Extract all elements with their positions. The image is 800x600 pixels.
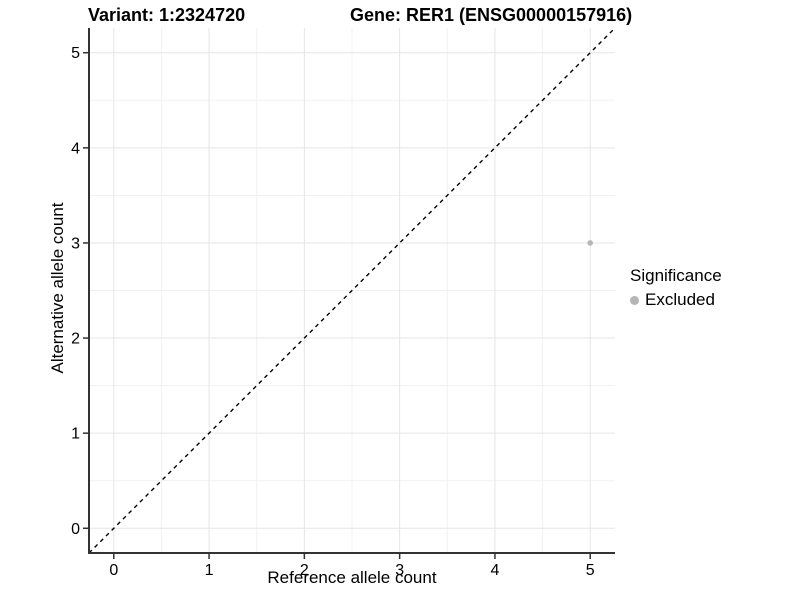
y-axis-tick-label: 2	[71, 331, 80, 348]
x-axis-tick-label: 0	[109, 562, 118, 579]
x-axis-tick-label: 3	[395, 562, 404, 579]
legend-title: Significance	[630, 266, 722, 285]
identity-dashed-line	[88, 27, 616, 554]
data-point	[587, 240, 594, 246]
y-axis-tick-label: 0	[71, 521, 80, 538]
y-axis-tick-label: 1	[71, 426, 80, 443]
y-axis-label: Alternative allele count	[48, 202, 67, 374]
x-axis-tick-label: 1	[205, 562, 214, 579]
y-axis-tick-label: 5	[71, 45, 80, 62]
legend-entry-label: Excluded	[645, 290, 715, 310]
legend-entry-excluded: Excluded	[630, 290, 722, 310]
x-axis-tick-label: 4	[490, 562, 499, 579]
plot-title-variant: Variant: 1:2324720	[88, 5, 246, 25]
x-axis-tick-label: 5	[586, 562, 595, 579]
y-axis-tick-label: 3	[71, 235, 80, 252]
plot-title-gene: Gene: RER1 (ENSG00000157916)	[350, 5, 633, 25]
x-axis-tick-label: 2	[300, 562, 309, 579]
x-axis-label: Reference allele count	[267, 568, 437, 587]
legend: Significance Excluded	[630, 266, 722, 310]
legend-point-icon	[630, 295, 639, 305]
y-axis-tick-label: 4	[71, 140, 80, 157]
